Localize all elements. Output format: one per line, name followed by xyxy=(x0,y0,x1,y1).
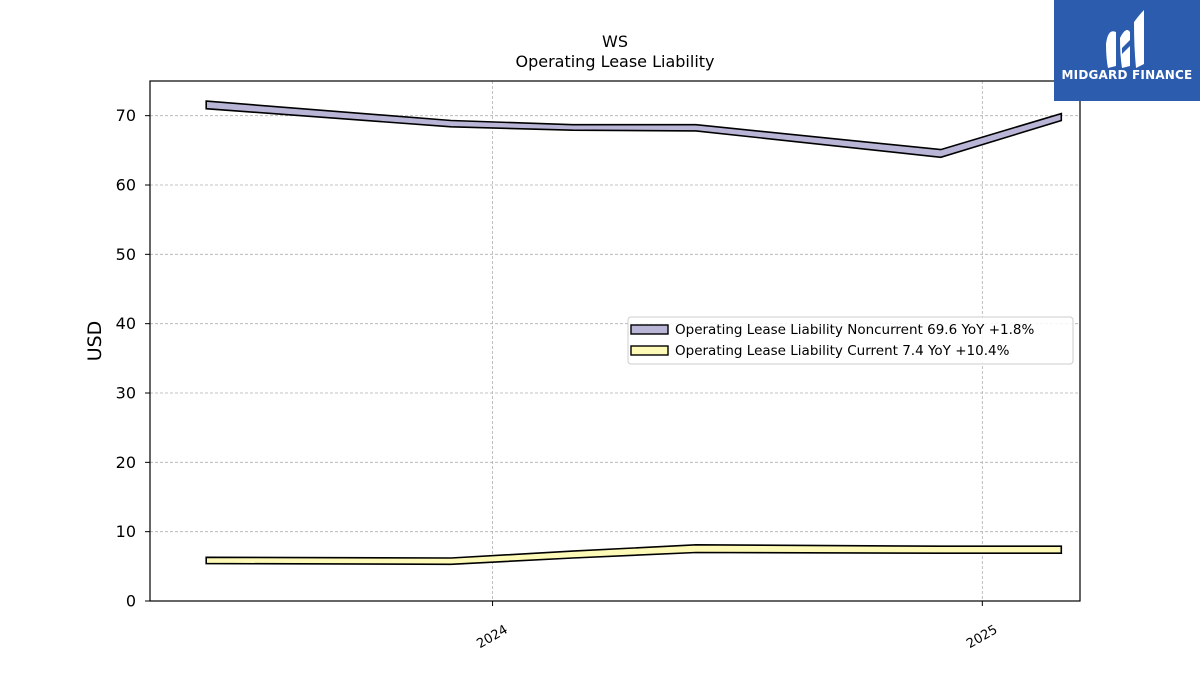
y-tick-label: 30 xyxy=(116,384,136,403)
y-tick-label: 20 xyxy=(116,453,136,472)
logo-text: MIDGARD FINANCE xyxy=(1061,68,1193,82)
legend-swatch-0 xyxy=(630,324,669,335)
legend-label-0: Operating Lease Liability Noncurrent 69.… xyxy=(675,322,1035,338)
y-tick-label: 60 xyxy=(116,176,136,195)
legend-swatch-1 xyxy=(630,345,669,356)
y-tick-label: 40 xyxy=(116,314,136,333)
y-tick-label: 0 xyxy=(126,592,136,611)
x-tick-label: 2025 xyxy=(964,622,1000,652)
chart-subtitle: Operating Lease Liability xyxy=(515,52,715,71)
series-band-1 xyxy=(205,543,1063,566)
midgard-finance-logo-icon xyxy=(1106,10,1144,68)
chart-title: WS xyxy=(602,32,628,51)
brand-logo: MIDGARD FINANCE xyxy=(1054,0,1200,101)
y-tick-label: 70 xyxy=(116,106,136,125)
legend-box xyxy=(627,316,1074,365)
legend-label-1: Operating Lease Liability Current 7.4 Yo… xyxy=(675,343,1010,359)
y-tick-label: 50 xyxy=(116,245,136,264)
plot-frame xyxy=(149,80,1081,602)
chart-title-block: WS Operating Lease Liability xyxy=(150,32,1080,72)
y-tick-label: 10 xyxy=(116,522,136,541)
series-band-0 xyxy=(205,100,1063,159)
x-tick-label: 2024 xyxy=(474,622,510,652)
y-axis-label: USD xyxy=(84,321,106,362)
